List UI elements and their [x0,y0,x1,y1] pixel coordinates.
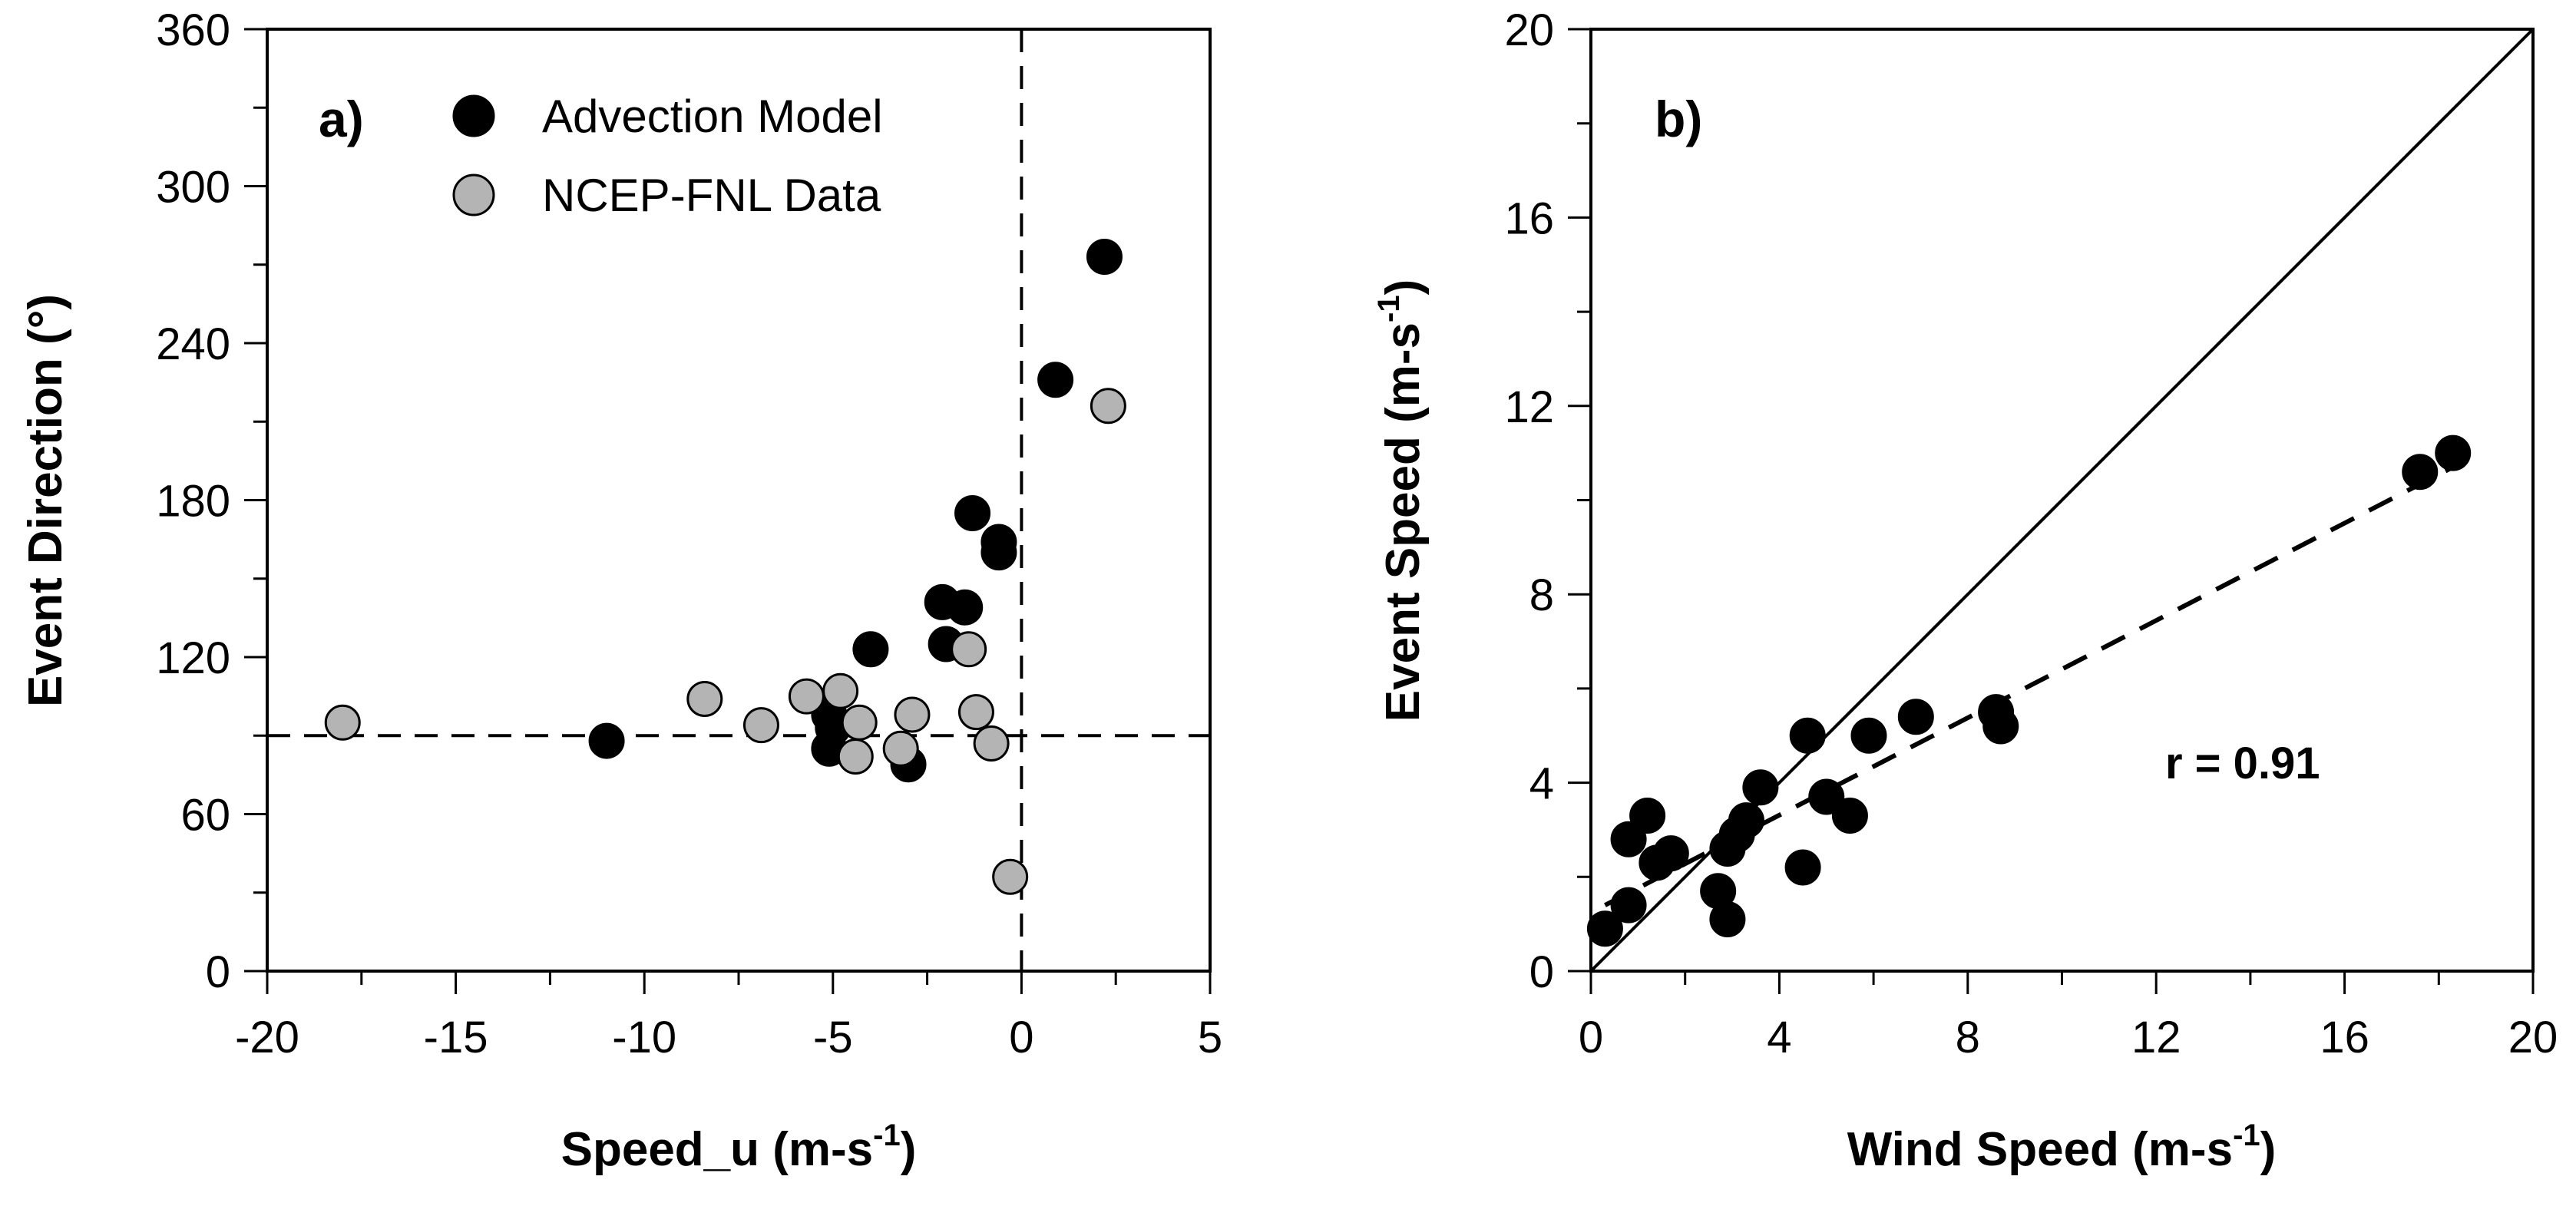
data-point [852,631,889,668]
data-point [980,524,1017,560]
panel-b-xlabel: Wind Speed (m-s-1) [1847,1118,2277,1176]
y-tick-label: 8 [1529,570,1554,620]
x-tick-label: 16 [2320,1013,2369,1062]
data-point [1586,910,1623,947]
data-point [1610,887,1647,923]
data-point [1850,717,1887,754]
data-point [837,738,874,775]
y-tick-label: 180 [156,477,230,527]
y-tick-label: 360 [156,5,230,55]
x-tick-label: -5 [813,1013,853,1062]
x-tick-label: 8 [1956,1013,1980,1062]
y-tick-label: 240 [156,319,230,369]
panel-a-xlabel: Speed_u (m-s-1) [561,1118,917,1176]
panel-a-points [324,239,1126,895]
y-tick-label: 16 [1504,193,1554,243]
data-point [1090,388,1126,425]
legend-marker-advection [452,94,495,137]
data-point [1629,798,1666,834]
panel-b-points [1586,434,2472,947]
panel-a-ticks: -20 -15 -10 -5 0 5 0 60 120 180 240 300 360 [156,5,1222,1062]
data-point [742,707,779,744]
data-point [1610,821,1647,857]
x-tick-label: 20 [2508,1013,2558,1062]
data-point [1742,769,1779,806]
y-tick-label: 300 [156,163,230,213]
x-tick-label: 0 [1009,1013,1033,1062]
x-tick-label: 12 [2131,1013,2181,1062]
data-point [1982,708,2019,745]
y-tick-label: 60 [180,791,230,841]
data-point [841,704,878,741]
x-tick-label: -20 [235,1013,299,1062]
y-tick-label: 4 [1529,759,1554,809]
data-point [1784,849,1821,886]
data-point [1897,699,1934,735]
panel-b-label: b) [1655,91,1702,147]
panel-a-ylabel: Event Direction (°) [19,294,72,707]
y-tick-label: 12 [1504,382,1554,432]
fit-line [1604,464,2455,907]
x-tick-label: 5 [1198,1013,1222,1062]
data-point [822,672,859,709]
data-point [324,704,361,741]
data-point [788,678,825,715]
data-point [951,631,987,668]
data-point [957,694,994,731]
data-point [1808,778,1845,815]
data-point [1789,717,1826,754]
data-point [686,681,723,718]
data-point [973,725,1010,762]
data-point [1037,362,1074,398]
panel-a: -20 -15 -10 -5 0 5 0 60 120 180 240 300 360 a) Advec… [19,5,1222,1176]
data-point [882,730,919,767]
data-point [947,589,984,626]
y-tick-label: 20 [1504,5,1554,55]
x-tick-label: -10 [612,1013,676,1062]
data-point [894,696,931,733]
x-tick-label: 4 [1767,1013,1791,1062]
data-point [954,495,991,532]
data-point [1709,901,1746,938]
y-tick-label: 0 [1529,947,1554,997]
data-point [2435,434,2472,471]
data-point [2402,454,2439,491]
data-point [1728,802,1764,839]
x-tick-label: -15 [424,1013,488,1062]
correlation-annotation: r = 0.91 [2165,738,2320,788]
legend-label-advection: Advection Model [542,91,883,142]
panel-b-ylabel: Event Speed (m-s-1) [1372,279,1430,722]
y-tick-label: 0 [206,947,230,997]
panel-a-label: a) [319,91,364,147]
legend-label-ncep: NCEP-FNL Data [542,170,881,221]
y-tick-label: 120 [156,633,230,683]
legend-marker-ncep [452,173,495,216]
data-point [588,722,625,759]
data-point [1086,239,1123,276]
legend: Advection Model NCEP-FNL Data [452,91,883,221]
panel-b-ticks: 0 4 8 12 16 20 0 4 8 12 16 20 [1504,5,2558,1062]
panel-b: 0 4 8 12 16 20 0 4 8 12 16 20 b) r = 0.91 Wind Spee… [1372,5,2558,1176]
data-point [1831,798,1868,834]
x-tick-label: 0 [1579,1013,1603,1062]
data-point [992,858,1029,895]
panel-a-reference-lines [267,29,1210,971]
data-point [1652,835,1689,872]
